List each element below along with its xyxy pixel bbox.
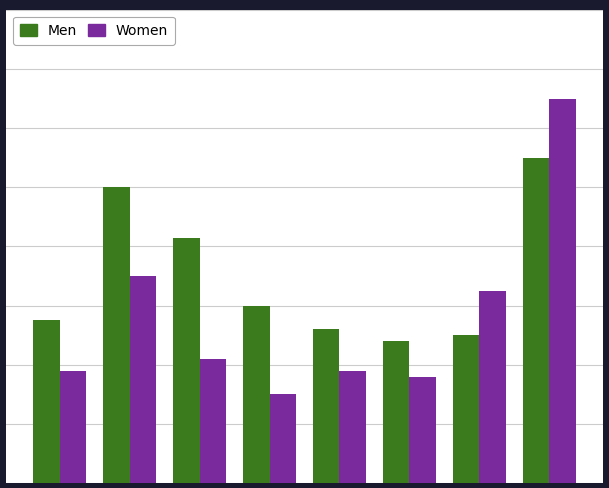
Bar <box>409 377 436 483</box>
Bar <box>339 371 366 483</box>
Bar <box>549 99 576 483</box>
Bar <box>270 394 296 483</box>
Legend: Men, Women: Men, Women <box>13 17 175 44</box>
Bar <box>200 359 226 483</box>
Bar <box>383 341 409 483</box>
Bar <box>173 238 200 483</box>
Bar <box>479 291 506 483</box>
Bar <box>452 335 479 483</box>
Bar <box>103 187 130 483</box>
Bar <box>130 276 157 483</box>
Bar <box>33 321 60 483</box>
Bar <box>523 158 549 483</box>
Bar <box>313 329 339 483</box>
Bar <box>243 305 270 483</box>
Bar <box>60 371 86 483</box>
